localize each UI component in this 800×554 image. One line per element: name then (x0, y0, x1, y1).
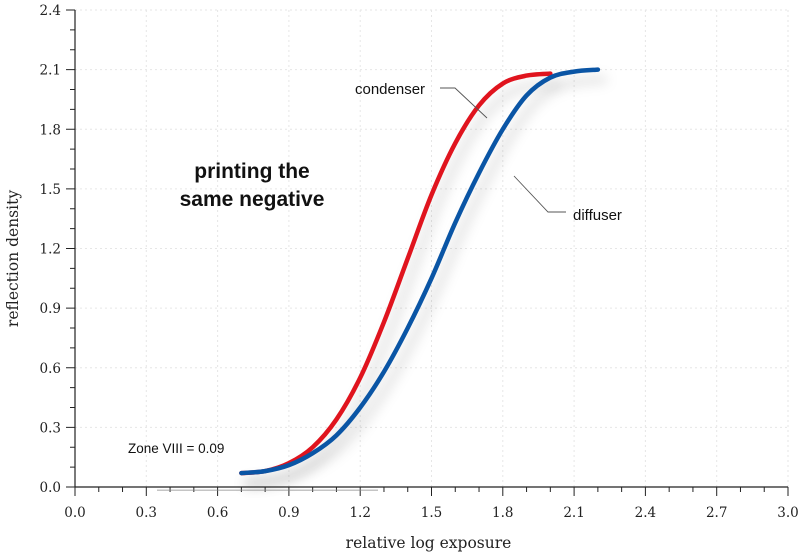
series-group (239, 67, 608, 487)
x-tick-label: 1.8 (492, 505, 513, 521)
x-tick-label: 0.3 (136, 505, 157, 521)
y-axis-title: reflection density (4, 190, 22, 327)
headline-line-2: same negative (180, 188, 325, 211)
y-tick-label: 1.2 (40, 242, 61, 258)
condenser-leader-line (440, 87, 488, 119)
axes: 0.0 0.3 0.6 0.9 1.2 1.5 1.8 2.1 2.4 2.7 3.0 0.0 0.3 0… (4, 3, 799, 552)
y-tick-label: 1.5 (40, 182, 61, 198)
series-line-condenser (239, 71, 553, 476)
x-tick-label: 1.5 (421, 505, 442, 521)
annotations: printing the same negative condenser dif… (128, 81, 622, 491)
x-tick-label: 2.7 (706, 505, 727, 521)
y-tick-label: 0.6 (40, 361, 61, 377)
condenser-label: condenser (355, 81, 425, 98)
y-tick-label: 0.3 (40, 420, 61, 436)
zone-viii-note: Zone VIII = 0.09 (128, 441, 224, 456)
headline-line-1: printing the (194, 160, 309, 183)
y-tick-label: 2.4 (40, 3, 61, 19)
x-axis-title: relative log exposure (346, 534, 512, 552)
grid (74, 9, 789, 488)
y-tick-label: 0.0 (40, 480, 61, 496)
x-tick-label: 0.9 (278, 505, 299, 521)
x-tick-label: 0.6 (207, 505, 228, 521)
y-tick-label: 2.1 (40, 63, 61, 79)
x-tick-label: 3.0 (777, 505, 798, 521)
series-line-diffuser (239, 67, 601, 476)
x-tick-label: 2.1 (563, 505, 584, 521)
diffuser-leader-line (513, 175, 566, 213)
y-tick-label: 1.8 (40, 122, 61, 138)
diffuser-label: diffuser (573, 207, 622, 224)
y-tick-label: 0.9 (40, 301, 61, 317)
x-tick-label: 0.0 (64, 505, 85, 521)
x-tick-label: 2.4 (635, 505, 656, 521)
x-tick-label: 1.2 (349, 505, 370, 521)
series-shadow (243, 76, 608, 487)
